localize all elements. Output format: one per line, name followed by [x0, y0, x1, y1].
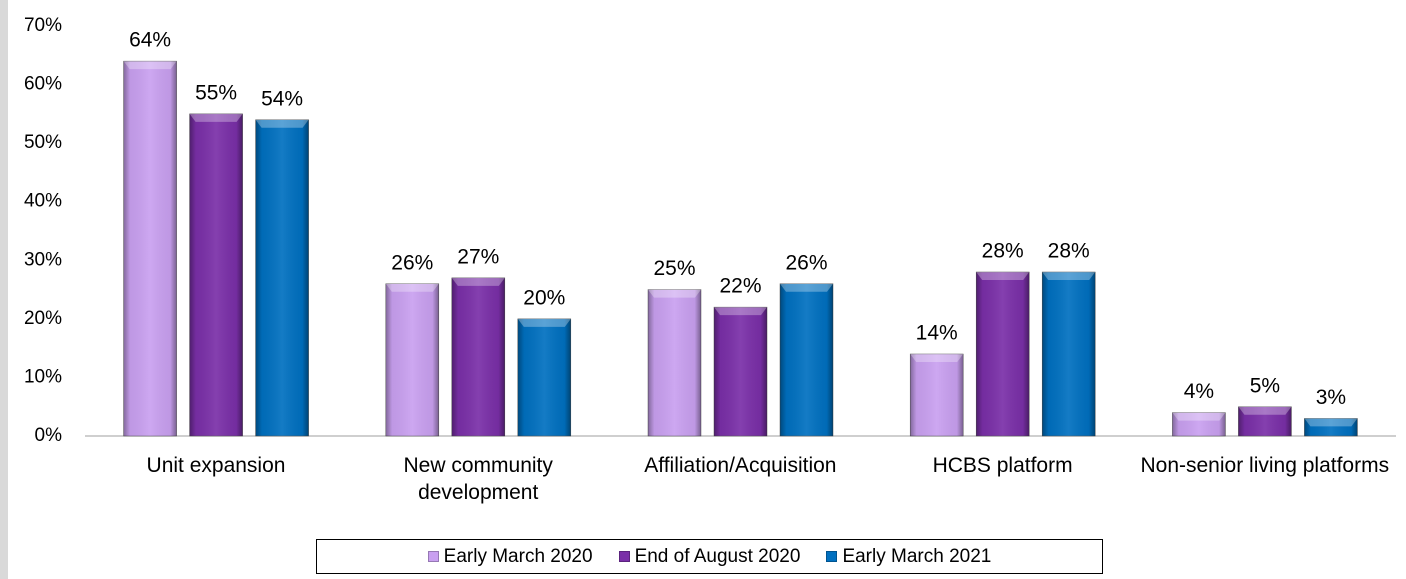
legend-key: [427, 551, 439, 562]
bar-shade: [1238, 406, 1292, 436]
bar-shade: [1304, 418, 1358, 436]
data-label: 55%: [195, 81, 237, 104]
bar-shade: [714, 307, 767, 436]
data-label: 3%: [1316, 386, 1346, 409]
bar-bevel: [648, 289, 701, 298]
x-tick-label: Unit expansion: [146, 454, 286, 477]
legend-label: End of August 2020: [634, 545, 801, 567]
y-tick-label: 40%: [24, 191, 62, 212]
y-tick-label: 30%: [24, 249, 62, 270]
legend-key: [826, 551, 838, 562]
bar-shade: [976, 272, 1030, 436]
data-label: 25%: [653, 257, 695, 280]
data-label: 20%: [523, 286, 565, 309]
data-label: 26%: [391, 251, 433, 274]
data-label: 4%: [1184, 380, 1214, 403]
data-label: 28%: [1048, 240, 1090, 263]
data-label: 14%: [916, 322, 958, 345]
legend-item: Early March 2021: [826, 546, 991, 568]
bar-bevel: [1042, 272, 1096, 280]
data-label: 26%: [785, 251, 827, 274]
legend: Early March 2020 End of August 2020 Early …: [316, 539, 1103, 574]
y-tick-label: 70%: [24, 15, 62, 36]
bar-bevel: [385, 283, 439, 292]
bar-bevel: [1172, 412, 1226, 421]
x-tick-label: Affiliation/Acquisition: [644, 454, 837, 477]
data-label: 5%: [1250, 374, 1280, 397]
legend-key: [618, 551, 630, 562]
y-tick-label: 10%: [24, 366, 62, 387]
data-label: 64%: [129, 29, 171, 52]
x-tick-label: Non-senior living platforms: [1140, 454, 1390, 477]
y-tick-label: 0%: [35, 425, 63, 446]
data-label: 22%: [719, 275, 761, 298]
bar-shade: [385, 283, 439, 436]
bar-shade: [780, 283, 833, 436]
bar-bevel: [780, 283, 833, 292]
bar-shade: [1172, 412, 1226, 436]
bar-bevel: [910, 354, 964, 362]
bar-bevel: [123, 61, 177, 70]
legend-label: Early March 2020: [443, 545, 593, 567]
y-tick-label: 60%: [24, 74, 62, 95]
bar-shade: [517, 318, 571, 436]
legend-item: Early March 2020: [427, 545, 593, 568]
x-tick-label: New community development: [403, 454, 553, 504]
legend-item: End of August 2020: [618, 545, 801, 568]
bar-bevel: [255, 119, 309, 128]
legend-label: Early March 2021: [842, 545, 992, 567]
data-label: 54%: [261, 87, 303, 110]
y-tick-label: 50%: [24, 132, 62, 153]
bar-bevel: [976, 272, 1030, 280]
bar-shade: [123, 61, 177, 437]
window-edge: [0, 0, 8, 579]
bar-bevel: [517, 318, 571, 327]
x-tick-label: HCBS platform: [932, 454, 1073, 477]
bar-bevel: [1304, 418, 1358, 427]
bar-shade: [189, 113, 243, 436]
bar-bevel: [451, 277, 505, 286]
bar-shade: [648, 289, 701, 436]
data-label: 28%: [982, 240, 1024, 263]
y-tick-label: 20%: [24, 308, 62, 329]
bar-shade: [1042, 272, 1096, 436]
data-label: 27%: [457, 245, 499, 268]
bar-bevel: [1238, 406, 1292, 415]
bar-shade: [910, 354, 964, 436]
bar-bevel: [189, 113, 243, 122]
bar-shade: [451, 277, 505, 436]
bar-bevel: [714, 307, 767, 316]
bar-shade: [255, 119, 309, 436]
